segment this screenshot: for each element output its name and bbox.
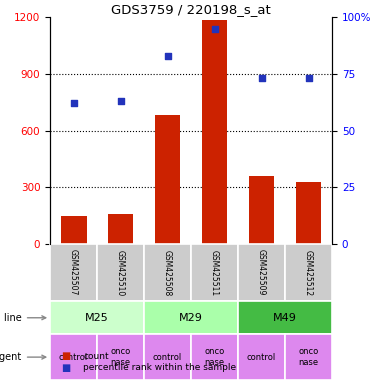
Text: M25: M25 (85, 313, 109, 323)
Bar (238, 301, 332, 334)
Bar (50, 244, 97, 301)
Bar (97, 244, 144, 301)
Point (118, 98, 124, 104)
Text: GSM425508: GSM425508 (163, 250, 172, 296)
Bar (285, 244, 332, 301)
Text: GSM425511: GSM425511 (210, 250, 219, 296)
Text: M29: M29 (179, 313, 203, 323)
Bar (50, 301, 144, 334)
Text: onco
nase: onco nase (111, 348, 131, 367)
Bar (108, 214, 134, 244)
Text: M49: M49 (273, 313, 297, 323)
Text: GSM425512: GSM425512 (304, 250, 313, 296)
Text: agent: agent (0, 352, 46, 362)
Text: GSM425507: GSM425507 (69, 250, 78, 296)
Text: ■: ■ (61, 351, 70, 361)
Text: GSM425509: GSM425509 (257, 250, 266, 296)
Bar (144, 334, 191, 380)
Bar (144, 244, 191, 301)
Point (259, 75, 265, 81)
Text: control: control (59, 353, 88, 362)
Bar (97, 334, 144, 380)
Text: onco
nase: onco nase (204, 348, 225, 367)
Text: ■: ■ (61, 363, 70, 373)
Bar (249, 176, 275, 244)
Bar (50, 334, 97, 380)
Text: control: control (247, 353, 276, 362)
Text: control: control (153, 353, 182, 362)
Bar (296, 182, 322, 244)
Point (211, 26, 217, 32)
Text: GSM425510: GSM425510 (116, 250, 125, 296)
Bar (285, 334, 332, 380)
Point (306, 75, 312, 81)
Text: percentile rank within the sample: percentile rank within the sample (83, 363, 237, 372)
Bar (191, 244, 238, 301)
Title: GDS3759 / 220198_s_at: GDS3759 / 220198_s_at (111, 3, 271, 16)
Bar (191, 334, 238, 380)
Point (70, 100, 76, 106)
Bar (144, 301, 238, 334)
Bar (61, 215, 86, 244)
Point (165, 53, 171, 59)
Text: onco
nase: onco nase (298, 348, 319, 367)
Text: cell line: cell line (0, 313, 46, 323)
Bar (202, 20, 227, 244)
Bar (238, 334, 285, 380)
Text: count: count (83, 352, 109, 361)
Bar (238, 244, 285, 301)
Bar (155, 116, 181, 244)
